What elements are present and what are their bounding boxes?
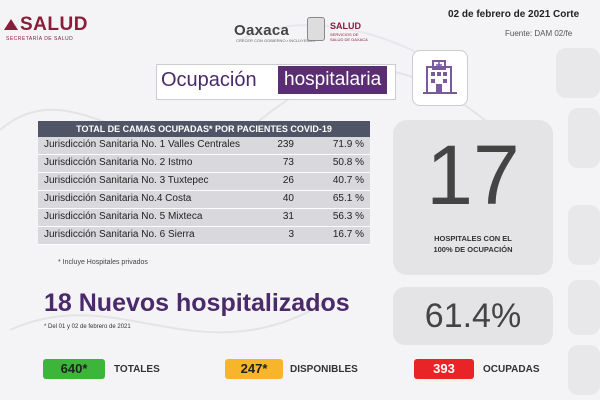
jurisdiction-name: Jurisdicción Sanitaria No. 2 Istmo — [44, 157, 193, 168]
table-header: TOTAL DE CAMAS OCUPADAS* POR PACIENTES C… — [38, 121, 370, 137]
occupancy-pct: 40.7 % — [332, 175, 364, 186]
table-row: Jurisdicción Sanitaria No. 2 Istmo 73 50… — [38, 155, 370, 173]
table-row: Jurisdicción Sanitaria No. 3 Tuxtepec 26… — [38, 173, 370, 191]
decor-square — [568, 345, 600, 395]
beds-count: 31 — [282, 211, 294, 222]
table-footnote: * Incluye Hospitales privados — [58, 259, 148, 266]
full-hospitals-caption: HOSPITALES CON EL 100% DE OCUPACIÓN — [433, 234, 513, 254]
beds-count: 26 — [282, 175, 294, 186]
salud-logo-subtitle: SECRETARÍA DE SALUD — [6, 36, 74, 42]
oaxaca-logo-subtitle: CRECER CON GOBIERNO • INCLUYENDO — [236, 38, 316, 43]
occupancy-pct: 56.3 % — [332, 211, 364, 222]
jurisdiction-name: Jurisdicción Sanitaria No. 5 Mixteca — [44, 211, 203, 222]
beds-count: 40 — [282, 193, 294, 204]
occupancy-percentage: 61.4% — [424, 297, 522, 335]
occupancy-pct: 50.8 % — [332, 157, 364, 168]
new-hospitalized-note: * Del 01 y 02 de febrero de 2021 — [44, 324, 131, 330]
table-row: Jurisdicción Sanitaria No.4 Costa 40 65.… — [38, 191, 370, 209]
oaxaca-logo: Oaxaca — [234, 22, 290, 39]
jurisdiction-name: Jurisdicción Sanitaria No. 1 Valles Cent… — [44, 139, 241, 150]
data-source: Fuente: DAM 02/fe — [505, 29, 573, 38]
beds-count: 73 — [282, 157, 294, 168]
available-beds-badge: 247* — [225, 359, 283, 379]
decor-square — [568, 205, 600, 265]
beds-count: 239 — [277, 139, 294, 150]
occupancy-panel — [393, 287, 553, 345]
servicios-salud-logo: SALUD — [330, 21, 361, 31]
jurisdiction-name: Jurisdicción Sanitaria No. 3 Tuxtepec — [44, 175, 209, 186]
servicios-salud-subtitle: SERVICIOS DE SALUD DE OAXACA — [330, 32, 368, 42]
salud-logo: SALUD — [4, 14, 88, 36]
occupancy-pct: 65.1 % — [332, 193, 364, 204]
title-part-1: Ocupación — [161, 69, 257, 91]
table-row: Jurisdicción Sanitaria No. 1 Valles Cent… — [38, 137, 370, 155]
occupied-beds-badge: 393 — [414, 359, 474, 379]
available-beds-label: DISPONIBLES — [290, 364, 358, 375]
table-row: Jurisdicción Sanitaria No. 5 Mixteca 31 … — [38, 209, 370, 227]
total-beds-label: TOTALES — [114, 364, 160, 375]
occupancy-pct: 16.7 % — [332, 229, 364, 240]
beds-count: 3 — [288, 229, 294, 240]
occupied-beds-table: TOTAL DE CAMAS OCUPADAS* POR PACIENTES C… — [38, 121, 370, 245]
decor-square — [568, 108, 600, 168]
salud-logo-icon — [4, 19, 18, 31]
occupancy-pct: 71.9 % — [332, 139, 364, 150]
title-part-2: hospitalaria — [278, 66, 388, 94]
new-hospitalized-headline: 18 Nuevos hospitalizados — [44, 289, 350, 317]
jurisdiction-name: Jurisdicción Sanitaria No.4 Costa — [44, 193, 192, 204]
occupied-beds-label: OCUPADAS — [483, 364, 540, 375]
decor-square — [568, 280, 600, 335]
total-beds-badge: 640* — [43, 359, 105, 379]
government-seal-icon — [307, 17, 325, 41]
full-hospitals-panel — [393, 120, 553, 275]
table-row: Jurisdicción Sanitaria No. 6 Sierra 3 16… — [38, 227, 370, 245]
decor-square — [556, 48, 600, 98]
report-date: 02 de febrero de 2021 Corte — [448, 9, 580, 20]
hospital-building-icon — [412, 50, 468, 106]
jurisdiction-name: Jurisdicción Sanitaria No. 6 Sierra — [44, 229, 195, 240]
full-hospitals-count: 17 — [426, 128, 520, 222]
